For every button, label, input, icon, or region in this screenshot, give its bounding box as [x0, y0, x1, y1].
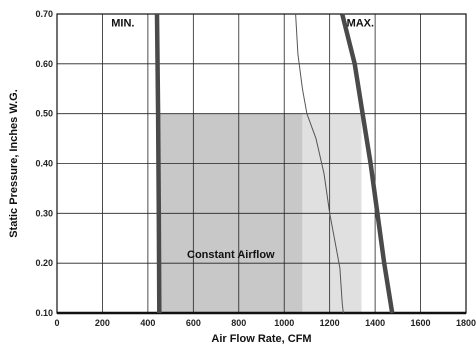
- y-tick-label-5: 0.60: [35, 59, 53, 69]
- y-tick-labels: 0.10 0.20 0.30 0.40 0.50 0.60 0.70: [35, 9, 53, 318]
- y-tick-label-1: 0.20: [35, 258, 53, 268]
- grid-lines: [56, 13, 467, 315]
- x-tick-label-3: 600: [186, 318, 201, 328]
- y-axis-title: Static Pressure, Inches W.G.: [8, 89, 20, 238]
- x-axis-title: Air Flow Rate, CFM: [211, 333, 311, 345]
- series-line-1: [340, 13, 395, 314]
- x-tick-label-4: 800: [231, 318, 246, 328]
- x-tick-label-5: 1000: [274, 318, 294, 328]
- annotation-0: MIN.: [111, 17, 134, 29]
- y-tick-label-4: 0.50: [35, 109, 53, 119]
- x-tick-labels: 0 200 400 600 800 1000 1200 1400 1600 1800: [54, 318, 476, 328]
- x-tick-label-2: 400: [140, 318, 155, 328]
- series-line-0: [154, 13, 162, 314]
- y-tick-label-2: 0.30: [35, 208, 53, 218]
- data-series: [154, 13, 395, 314]
- y-tick-label-0: 0.10: [35, 308, 53, 318]
- annotation-1: MAX.: [347, 17, 375, 29]
- annotation-2: Constant Airflow: [187, 249, 275, 261]
- x-tick-label-8: 1600: [411, 318, 431, 328]
- x-tick-label-7: 1400: [365, 318, 385, 328]
- y-tick-label-6: 0.70: [35, 9, 53, 19]
- series-line-2: [295, 13, 344, 314]
- annotations: MIN. MAX. Constant Airflow: [111, 17, 374, 261]
- x-tick-label-1: 200: [95, 318, 110, 328]
- x-tick-label-0: 0: [54, 318, 59, 328]
- x-tick-label-6: 1200: [320, 318, 340, 328]
- y-tick-label-3: 0.40: [35, 159, 53, 169]
- x-tick-label-9: 1800: [456, 318, 476, 328]
